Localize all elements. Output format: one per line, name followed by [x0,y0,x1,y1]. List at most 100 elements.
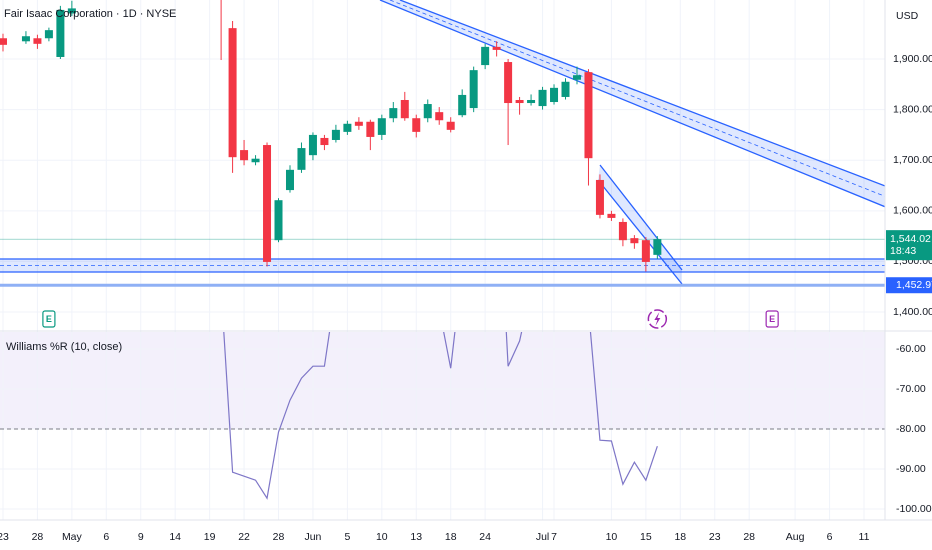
channel-line [379,0,885,208]
channel-line [597,179,683,285]
y-tick-label: -80.00 [896,423,926,435]
chart-title: Fair Isaac Corporation · 1D · NYSE [4,8,176,20]
x-tick-label: Jul [536,531,549,543]
candle-body [331,129,340,140]
candle-body [423,104,432,119]
support-price-label: 1,452.97 [896,279,932,291]
candle-body [492,46,501,50]
x-tick-label: 15 [640,531,652,543]
candle-body [561,81,570,97]
channel-line [599,164,683,271]
candle-body [550,87,559,103]
indicator-title: Williams %R (10, close) [6,341,122,353]
event-icon-bolt [654,312,661,326]
y-tick-label: -100.00 [896,503,932,515]
x-tick-label: 18 [674,531,686,543]
candle-body [285,169,294,191]
candle-body [251,158,260,163]
x-tick-label: 6 [827,531,833,543]
event-badge [765,310,779,328]
candle-body [641,240,650,262]
candle-body [653,239,662,255]
last-price-box [886,230,932,261]
candle-body [515,99,524,104]
indicator-pane [0,332,885,500]
x-tick-label: 18 [445,531,457,543]
y-tick-label: 1,800.00 [893,103,932,115]
x-tick-label: 10 [376,531,388,543]
candle-body [0,38,7,45]
candle-body [618,221,627,241]
x-tick-label: 28 [273,531,285,543]
indicator-line [223,332,658,500]
x-tick-label: 24 [479,531,491,543]
x-tick-label: 5 [344,531,350,543]
candle-body [400,99,409,119]
candle-body [320,137,329,146]
candle-body [481,46,490,66]
x-tick-label: May [62,531,83,543]
grid [0,0,885,520]
x-tick-label: 9 [138,531,144,543]
x-tick-label: 13 [410,531,422,543]
y-tick-label: -60.00 [896,343,926,355]
candle-body [228,28,237,158]
candle-body [595,179,604,215]
channel-mid [389,0,885,197]
candle-body [44,30,53,39]
drawings [0,0,885,285]
event-badge [42,310,56,328]
x-tick-label: 28 [743,531,755,543]
candle-body [458,94,467,116]
candle-body [469,70,478,109]
candle-body [435,112,444,121]
candle-body [377,118,386,135]
y-tick-label: 1,400.00 [893,306,932,318]
y-tick-label: 1,600.00 [893,205,932,217]
currency: USD [896,10,919,22]
candle-body [308,134,317,156]
candle-body [56,9,65,57]
candle-body [240,150,249,161]
x-tick-label: 11 [859,531,870,543]
candle-body [21,36,30,42]
x-tick-label: 7 [551,531,557,543]
candle-body [33,38,42,44]
candle-body [607,213,616,218]
last-price-label: 1,544.02 [890,233,931,245]
candle-body [572,75,581,80]
candle-body [67,8,76,14]
candle-body [263,145,272,262]
x-tick-label: Jun [304,531,321,543]
x-tick-label: 10 [606,531,618,543]
candle-body [297,148,306,170]
x-tick-label: 23 [0,531,9,543]
x-tick-label: 23 [709,531,721,543]
indicator-band [0,332,885,429]
support-price-box [886,277,932,294]
event-label: E [46,314,52,324]
candle-body [584,72,593,159]
candle-body [412,118,421,132]
axes: 23 28 May 6 9 14 19 22 28 Jun 5 10 13 18 24 Jul 7 10 15 18 2… [0,53,932,543]
y-tick-label: -70.00 [896,383,926,395]
x-tick-label: 22 [238,531,250,543]
y-tick-label: 1,700.00 [893,154,932,166]
candle-body [366,121,375,137]
candle-body [343,123,352,132]
y-tick-label: 1,900.00 [893,53,932,65]
candle-body [389,108,398,119]
candle-body [274,200,283,241]
candle-body [354,121,363,126]
channel-line [399,0,885,187]
x-tick-label: 6 [103,531,109,543]
candle-body [446,121,455,130]
candle-body [630,238,639,244]
event-label: E [769,314,775,324]
x-tick-label: 19 [204,531,216,543]
countdown: 18:43 [890,245,916,257]
x-tick-label: 14 [169,531,181,543]
